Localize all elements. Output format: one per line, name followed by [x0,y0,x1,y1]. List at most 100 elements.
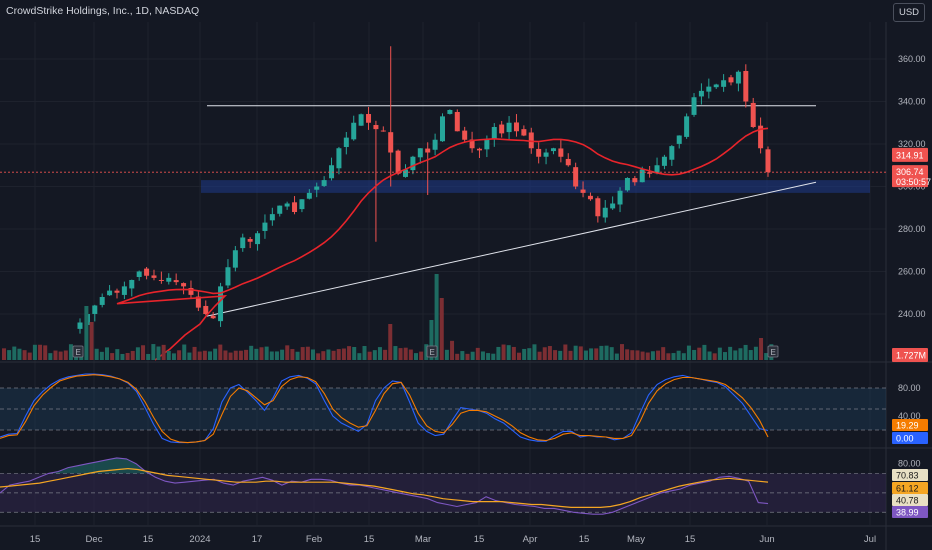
candle-body [166,277,172,282]
rsi-badge-c-bg [892,494,928,506]
volume-bar [414,353,418,360]
candle-body [462,130,468,140]
volume-bar [460,351,465,360]
volume-bar [120,353,125,360]
candle-body [247,239,253,242]
candle-body [521,129,527,136]
volume-bar [295,351,300,360]
volume-bar [171,353,176,360]
volume-bar [578,346,583,360]
candle-body [417,148,423,158]
candle-body [528,132,534,149]
rsi-badge-a-bg [892,469,928,481]
earnings-marker-icon [426,345,438,358]
volume-bar [532,344,537,360]
volume-bar [166,350,171,360]
candle-body [225,267,231,286]
rsi-badge-c: 40.78 [896,496,919,506]
candle-body [558,148,564,157]
volume-bar [274,351,279,360]
volume-bar [249,345,254,360]
candle-body [684,116,690,137]
volume-bar [326,349,331,360]
candle-body [617,190,623,205]
volume-bar [547,346,552,360]
volume-bar [367,351,372,360]
volume-bar [12,346,17,360]
volume-bar [475,347,480,360]
candle-body [706,86,712,92]
volume-bar [357,353,362,360]
volume-bar [218,344,223,360]
stoch-axis-label: 40.00 [898,411,921,421]
currency-button[interactable]: USD [893,3,925,22]
candle-body [765,149,771,173]
volume-bar [666,353,671,360]
volume-bar [223,350,228,360]
volume-bar [728,346,733,360]
ma-value-badge-bg [892,147,928,162]
volume-bar [43,345,48,360]
volume-bar [522,348,527,360]
candle-body [99,297,105,305]
candle-body [321,180,327,186]
volume-bar [645,352,650,360]
rsi-overbought-fill [0,457,768,474]
candle-body [610,203,616,209]
volume-bar [94,348,99,360]
candle-body [454,111,460,132]
volume-bar [537,351,542,360]
volume-bar [753,346,758,360]
candle-body [358,114,364,126]
candle-body [299,199,305,210]
candle-body [366,114,372,123]
earnings-marker-icon [767,345,779,358]
candle-body [158,279,164,281]
volume-bar [599,345,604,360]
volume-bar [99,351,104,360]
volume-bar [141,345,146,360]
volume-bar [455,353,460,360]
volume-bar [517,352,521,360]
volume-bar [238,350,243,360]
candle-body [425,148,431,153]
volume-bar [146,353,151,360]
candle-body [129,280,135,289]
volume-bar [331,350,336,360]
volume-bar [671,353,676,360]
time-axis-label: 15 [143,534,154,545]
candle-body [314,186,320,190]
rsi-axis-label: 80.00 [898,459,921,469]
volume-bar [115,349,120,360]
time-axis-label: Jun [759,534,774,545]
volume-bar [156,346,161,360]
volume-bar [269,351,274,360]
stoch-d-line [0,374,769,444]
volume-bar [280,349,285,360]
time-axis-label: 15 [30,534,41,545]
candle-body [654,165,660,174]
candle-body [284,203,290,207]
volume-bar [105,347,109,360]
volume-bar [589,348,594,360]
volume-bar [336,349,341,360]
candle-body [395,150,401,174]
candle-body [114,290,120,293]
volume-bar [604,345,609,360]
candle-body [491,127,497,139]
volume-bar [743,344,748,360]
candle-body [351,122,357,140]
time-axis-label: Jul [864,534,876,545]
rsi-badge-d-bg [892,506,928,518]
volume-bar [305,346,310,360]
volume-bar [316,353,321,360]
price-axis-label: 360.00 [898,54,926,64]
candle-body [698,90,704,97]
rsi-badge-b-bg [892,482,928,494]
volume-bar [233,350,238,360]
volume-bar [501,344,506,360]
volume-bar [496,346,501,360]
volume-bar [290,349,295,360]
volume-bar [192,346,197,360]
